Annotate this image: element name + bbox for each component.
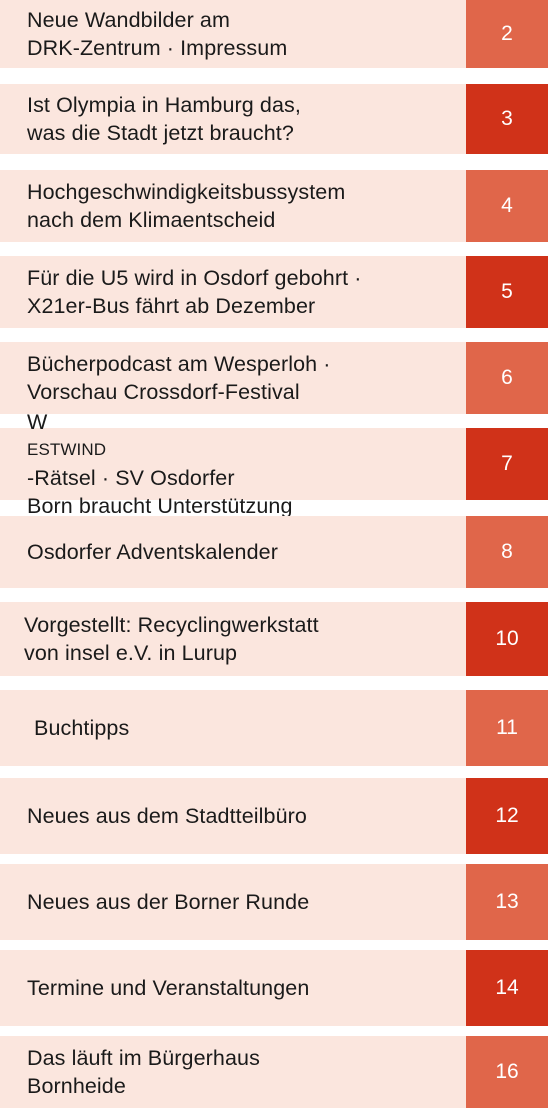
toc-page-number: 7 bbox=[466, 428, 548, 500]
toc-entry-title: Neue Wandbilder am DRK-Zentrum · Impress… bbox=[0, 0, 466, 68]
westwind-smallcaps: estwind bbox=[27, 440, 107, 459]
toc-page-number: 3 bbox=[466, 84, 548, 154]
toc-page-number: 6 bbox=[466, 342, 548, 414]
toc-page-number: 12 bbox=[466, 778, 548, 854]
toc-page-number: 11 bbox=[466, 690, 548, 766]
toc-entry-4[interactable]: Hochgeschwindigkeitsbussystem nach dem K… bbox=[0, 170, 548, 242]
toc-entry-10[interactable]: Vorgestellt: Recyclingwerkstatt von inse… bbox=[0, 602, 548, 676]
toc-page-number: 13 bbox=[466, 864, 548, 940]
toc-page-number: 4 bbox=[466, 170, 548, 242]
toc-entry-title: Für die U5 wird in Osdorf gebohrt · X21e… bbox=[0, 256, 466, 328]
toc-page-number: 10 bbox=[466, 602, 548, 676]
toc-entry-13[interactable]: Neues aus der Borner Runde 13 bbox=[0, 864, 548, 940]
toc-entry-11[interactable]: Buchtipps 11 bbox=[0, 690, 548, 766]
toc-page-number: 8 bbox=[466, 516, 548, 588]
toc-entry-6[interactable]: Bücherpodcast am Wesperloh · Vorschau Cr… bbox=[0, 342, 548, 414]
toc-entry-title: Vorgestellt: Recyclingwerkstatt von inse… bbox=[0, 602, 466, 676]
toc-page-number: 5 bbox=[466, 256, 548, 328]
toc-entry-3[interactable]: Ist Olympia in Hamburg das, was die Stad… bbox=[0, 84, 548, 154]
toc-page-number: 14 bbox=[466, 950, 548, 1026]
toc-entry-title: Termine und Veranstaltungen bbox=[0, 950, 466, 1026]
toc-entry-16[interactable]: Das läuft im Bürgerhaus Bornheide 16 bbox=[0, 1036, 548, 1108]
toc-entry-5[interactable]: Für die U5 wird in Osdorf gebohrt · X21e… bbox=[0, 256, 548, 328]
toc-entry-title: Westwind -Rätsel · SV Osdorfer Born brauc… bbox=[0, 410, 466, 518]
toc-entry-title: Hochgeschwindigkeitsbussystem nach dem K… bbox=[0, 170, 466, 242]
toc-entry-title: Neues aus der Borner Runde bbox=[0, 864, 466, 940]
toc-entry-title: Bücherpodcast am Wesperloh · Vorschau Cr… bbox=[0, 342, 466, 414]
toc-entry-7[interactable]: Westwind -Rätsel · SV Osdorfer Born brauc… bbox=[0, 410, 548, 518]
westwind-initial: W bbox=[27, 410, 48, 434]
toc-entry-title: Ist Olympia in Hamburg das, was die Stad… bbox=[0, 84, 466, 154]
toc-page-number: 2 bbox=[466, 0, 548, 68]
toc-entry-8[interactable]: Osdorfer Adventskalender 8 bbox=[0, 516, 548, 588]
toc-entry-12[interactable]: Neues aus dem Stadtteilbüro 12 bbox=[0, 778, 548, 854]
toc-entry-title: Das läuft im Bürgerhaus Bornheide bbox=[0, 1036, 466, 1108]
toc-page-number: 16 bbox=[466, 1036, 548, 1108]
toc-entry-title: Osdorfer Adventskalender bbox=[0, 516, 466, 588]
toc-entry-title: Buchtipps bbox=[0, 690, 466, 766]
toc-entry-title: Neues aus dem Stadtteilbüro bbox=[0, 778, 466, 854]
toc-entry-2[interactable]: Neue Wandbilder am DRK-Zentrum · Impress… bbox=[0, 0, 548, 68]
toc-entry-title-rest: -Rätsel · SV Osdorfer Born braucht Unter… bbox=[27, 466, 293, 518]
toc-entry-14[interactable]: Termine und Veranstaltungen 14 bbox=[0, 950, 548, 1026]
